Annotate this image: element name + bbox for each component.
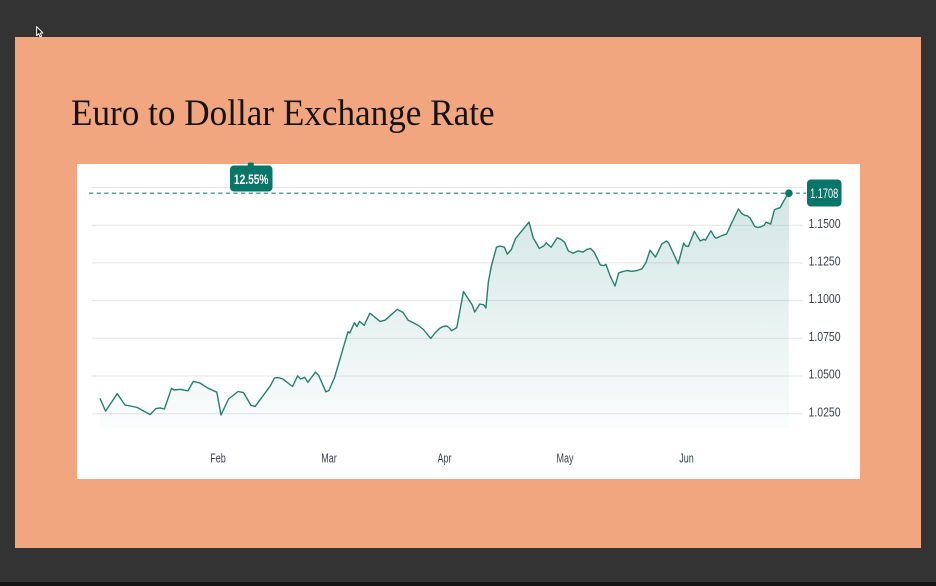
svg-text:1.1500: 1.1500 bbox=[809, 218, 841, 231]
svg-text:Feb: Feb bbox=[210, 451, 225, 465]
svg-text:Apr: Apr bbox=[438, 451, 452, 465]
svg-text:12.55%: 12.55% bbox=[234, 171, 269, 187]
svg-text:1.0500: 1.0500 bbox=[809, 368, 841, 381]
svg-text:1.1250: 1.1250 bbox=[809, 255, 841, 268]
svg-text:1.0250: 1.0250 bbox=[809, 406, 841, 419]
svg-text:1.1000: 1.1000 bbox=[809, 293, 841, 306]
svg-text:Mar: Mar bbox=[321, 451, 337, 465]
svg-text:1.1708: 1.1708 bbox=[810, 187, 838, 201]
svg-text:May: May bbox=[557, 451, 574, 465]
svg-text:1.0750: 1.0750 bbox=[809, 331, 841, 344]
svg-text:Jun: Jun bbox=[679, 451, 693, 465]
